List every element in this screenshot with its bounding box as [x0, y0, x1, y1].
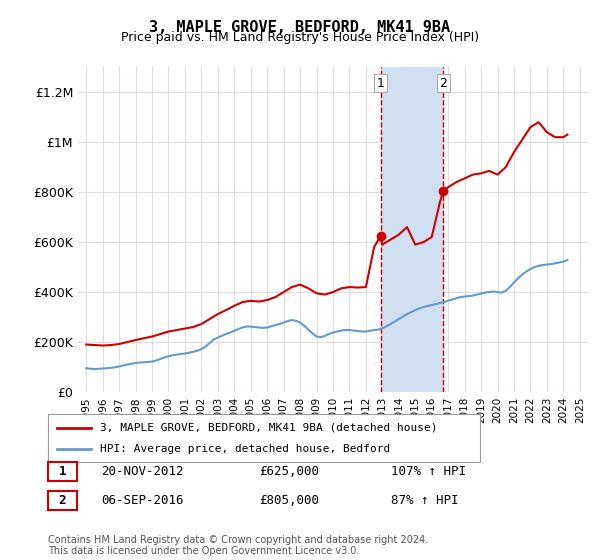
Text: Contains HM Land Registry data © Crown copyright and database right 2024.
This d: Contains HM Land Registry data © Crown c… — [48, 535, 428, 557]
Text: 87% ↑ HPI: 87% ↑ HPI — [391, 494, 459, 507]
Text: HPI: Average price, detached house, Bedford: HPI: Average price, detached house, Bedf… — [100, 444, 390, 454]
Text: 3, MAPLE GROVE, BEDFORD, MK41 9BA (detached house): 3, MAPLE GROVE, BEDFORD, MK41 9BA (detac… — [100, 423, 437, 433]
Text: 06-SEP-2016: 06-SEP-2016 — [101, 494, 184, 507]
Text: 2: 2 — [439, 77, 447, 90]
FancyBboxPatch shape — [48, 491, 77, 510]
Text: Price paid vs. HM Land Registry's House Price Index (HPI): Price paid vs. HM Land Registry's House … — [121, 31, 479, 44]
FancyBboxPatch shape — [48, 462, 77, 481]
Text: 1: 1 — [59, 465, 66, 478]
Text: 107% ↑ HPI: 107% ↑ HPI — [391, 465, 466, 478]
Text: £805,000: £805,000 — [259, 494, 319, 507]
Bar — [381, 67, 443, 392]
Text: 2: 2 — [59, 494, 66, 507]
FancyBboxPatch shape — [48, 414, 480, 462]
Text: 20-NOV-2012: 20-NOV-2012 — [101, 465, 184, 478]
Text: £625,000: £625,000 — [259, 465, 319, 478]
Text: 3, MAPLE GROVE, BEDFORD, MK41 9BA: 3, MAPLE GROVE, BEDFORD, MK41 9BA — [149, 20, 451, 35]
Text: 1: 1 — [377, 77, 385, 90]
